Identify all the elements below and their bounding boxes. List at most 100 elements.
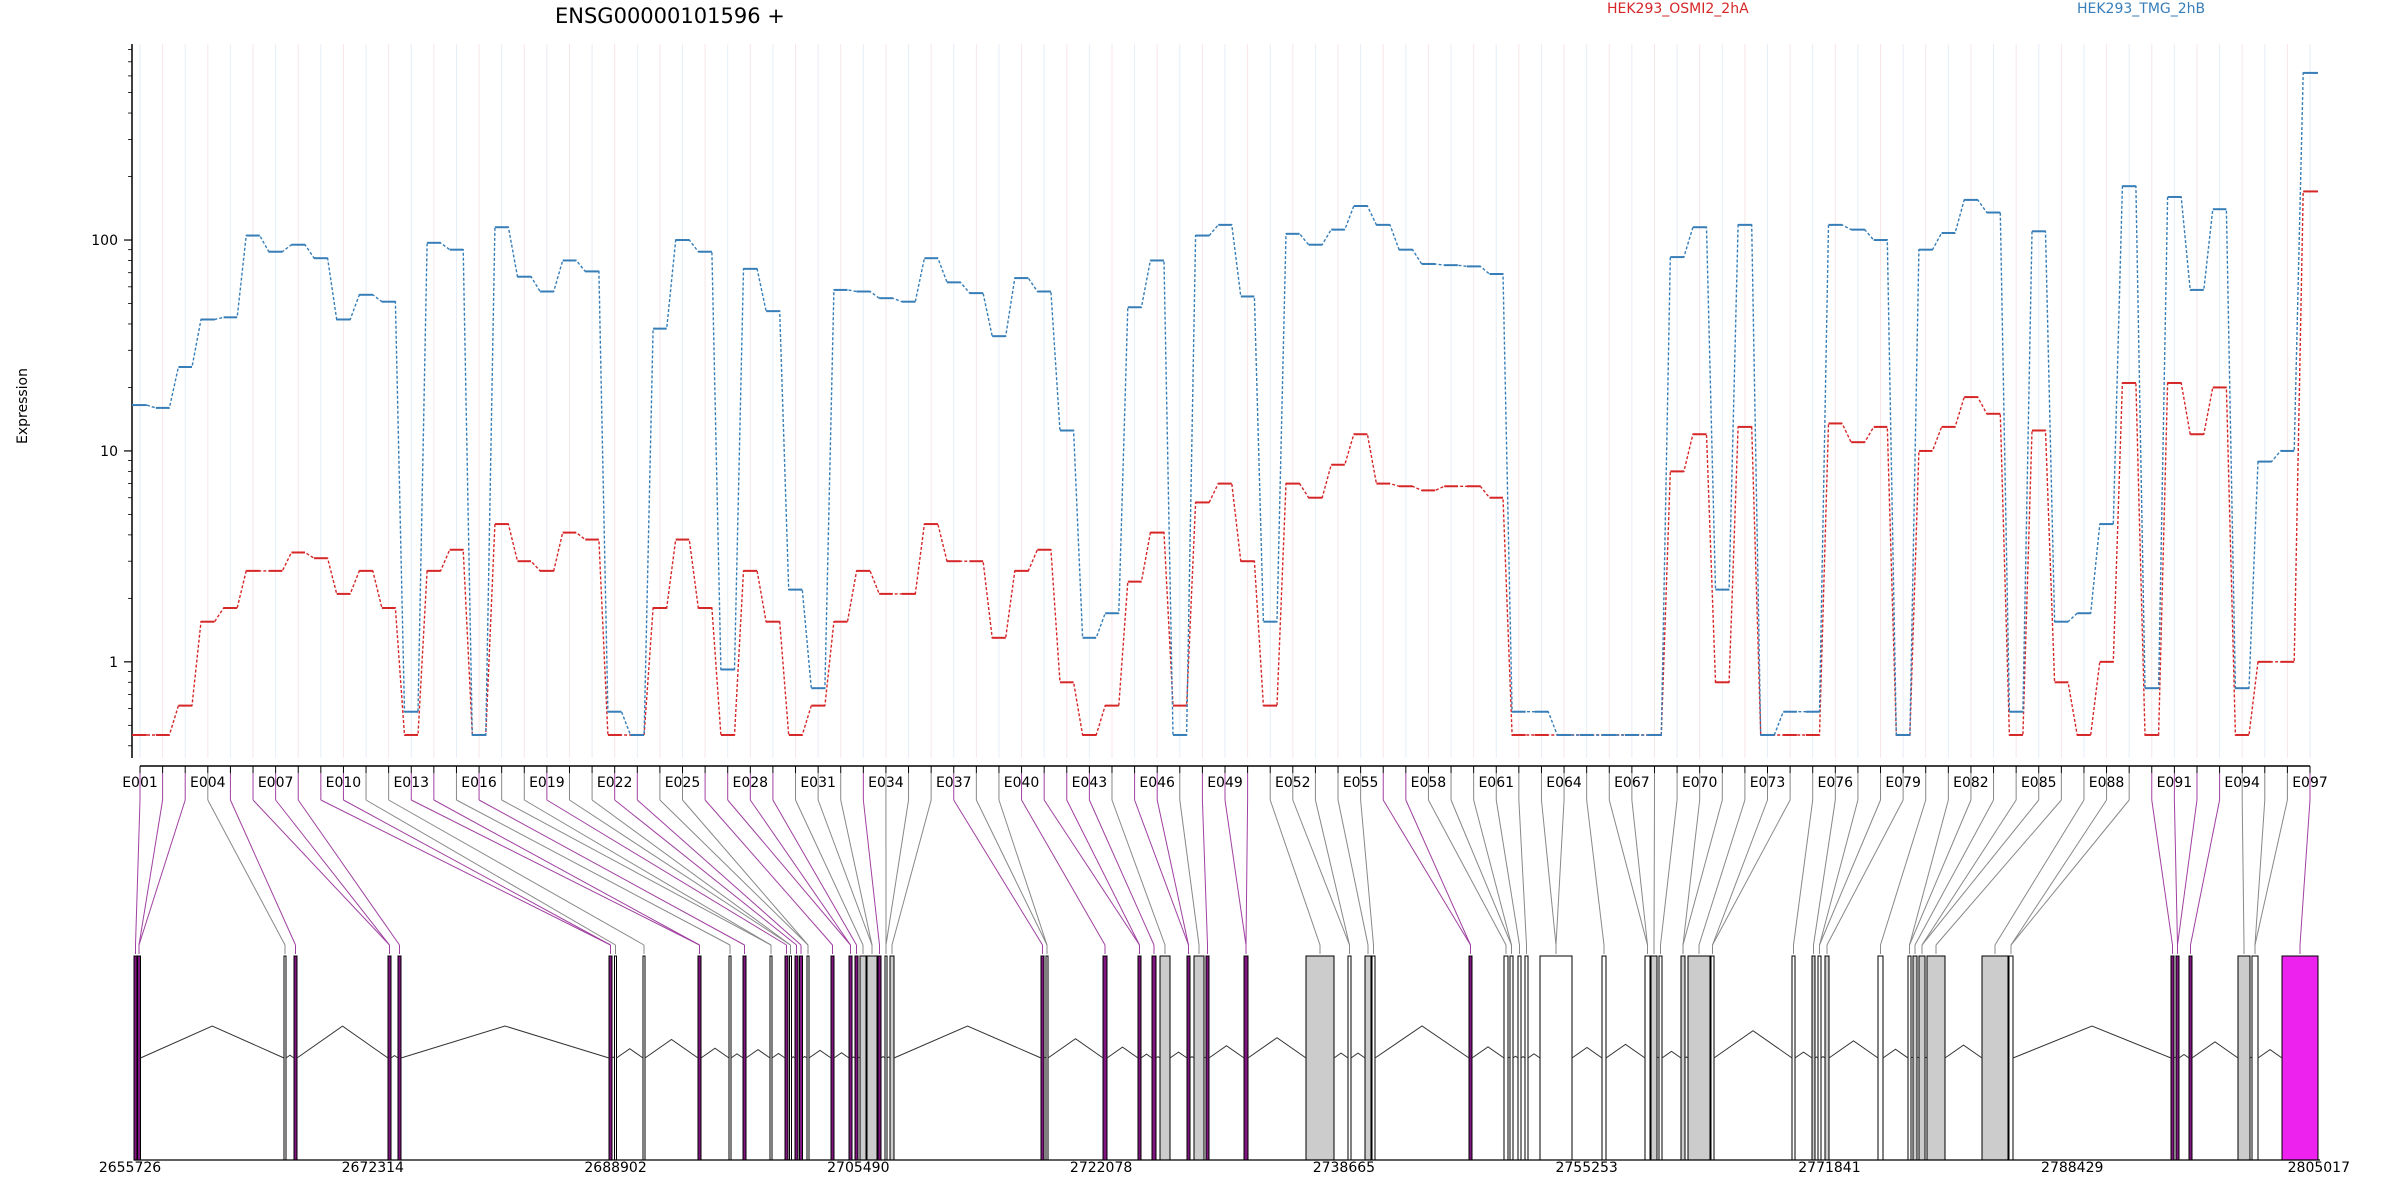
intron-line xyxy=(2174,1057,2176,1058)
connector-line xyxy=(976,800,1047,945)
intron-line xyxy=(731,1054,743,1058)
connector-line xyxy=(886,800,909,945)
exon-box xyxy=(643,956,645,1160)
vertical-grid xyxy=(140,44,2310,758)
intron-line xyxy=(746,1050,770,1058)
connector-line xyxy=(2191,800,2220,945)
intron-line xyxy=(1821,1057,1825,1058)
connector-line xyxy=(1922,800,2016,945)
exon-box xyxy=(1244,956,1248,1160)
connector-line xyxy=(1814,800,1836,945)
intron-line xyxy=(141,1026,285,1058)
intron-line xyxy=(1156,1057,1160,1058)
intron-line xyxy=(612,1057,615,1058)
y-tick-label: 1 xyxy=(109,655,118,671)
exon-box xyxy=(1818,956,1821,1160)
connector-line xyxy=(1713,800,1791,945)
connector-line xyxy=(1451,800,1511,945)
intron-line xyxy=(1572,1048,1602,1059)
connector-line xyxy=(2011,800,2107,945)
y-axis-label: Expression xyxy=(15,368,31,444)
intron-line xyxy=(1472,1047,1504,1058)
intron-line xyxy=(1190,1057,1194,1058)
connector-line xyxy=(1922,800,2039,945)
connector-line xyxy=(1112,800,1165,945)
exon-box xyxy=(1103,956,1107,1160)
exon-box xyxy=(1659,956,1662,1160)
intron-line xyxy=(645,1039,698,1058)
intron-line xyxy=(834,1053,849,1058)
exon-box xyxy=(1651,956,1657,1160)
connector-line xyxy=(592,800,790,945)
intron-line xyxy=(1248,1038,1306,1058)
connector-line xyxy=(1541,800,1556,945)
intron-line xyxy=(391,1056,398,1058)
connector-line xyxy=(1519,800,1527,945)
exon-box xyxy=(1792,956,1795,1160)
exon-box xyxy=(1812,956,1815,1160)
exon-box xyxy=(1206,956,1209,1160)
connector-line xyxy=(1910,800,1949,945)
intron-line xyxy=(887,1057,890,1058)
exon-box xyxy=(1372,956,1375,1160)
connector-line xyxy=(1180,800,1199,945)
exon-box xyxy=(1194,956,1204,1160)
exon-box xyxy=(398,956,401,1160)
y-tick-label: 100 xyxy=(91,233,118,249)
connector-line xyxy=(547,800,787,945)
connector-line xyxy=(954,800,1043,945)
connector-line xyxy=(999,800,1047,945)
connector-line xyxy=(2242,800,2244,945)
connector-line xyxy=(1428,800,1506,945)
intron-line xyxy=(1829,1041,1878,1058)
connector-line xyxy=(1067,800,1140,945)
intron-line xyxy=(1521,1057,1525,1058)
exon-box xyxy=(855,956,858,1160)
connector-line xyxy=(389,800,644,945)
connector-line xyxy=(1022,800,1105,945)
connector-line xyxy=(1338,800,1368,945)
exon-box xyxy=(729,956,731,1160)
intron-line xyxy=(297,1026,388,1058)
exon-box xyxy=(1469,956,1472,1160)
connector-line xyxy=(456,800,730,945)
connector-line xyxy=(1089,800,1154,945)
connector-line xyxy=(1632,800,1648,945)
exon-box xyxy=(1982,956,2008,1160)
genomic-coordinate-label: 2688902 xyxy=(584,1160,646,1176)
legend-series-2-label: HEK293_TMG_2hB xyxy=(2077,1,2205,17)
intron-line xyxy=(1334,1053,1348,1058)
connector-line xyxy=(1246,800,1248,945)
exon-box xyxy=(785,956,788,1160)
connector-line xyxy=(1315,800,1349,945)
connector-line xyxy=(1270,800,1320,945)
intron-line xyxy=(803,1056,808,1058)
genomic-coordinate-label: 2655726 xyxy=(99,1160,161,1176)
exon-box xyxy=(1160,956,1170,1160)
connector-line xyxy=(1496,800,1519,945)
connector-line xyxy=(2174,800,2177,945)
exon-box xyxy=(2009,956,2013,1160)
connector-line xyxy=(637,800,801,945)
genomic-coordinate-label: 2788429 xyxy=(2041,1160,2103,1176)
connector-line xyxy=(1820,800,1881,945)
connector-line xyxy=(2152,800,2173,945)
exon-box xyxy=(1152,956,1156,1160)
exon-box xyxy=(1348,956,1351,1160)
connector-line xyxy=(366,800,615,945)
genomic-coordinate-label: 2805017 xyxy=(2288,1160,2350,1176)
intron-line xyxy=(881,1057,885,1058)
connector-line xyxy=(139,800,185,945)
intron-line xyxy=(852,1057,855,1058)
connector-line xyxy=(1683,800,1700,945)
intron-line xyxy=(1657,1057,1659,1058)
exon-box xyxy=(770,956,772,1160)
exon-box xyxy=(795,956,798,1160)
connector-line xyxy=(1044,800,1139,945)
exon-box xyxy=(1681,956,1685,1160)
intron-line xyxy=(1685,1057,1688,1058)
